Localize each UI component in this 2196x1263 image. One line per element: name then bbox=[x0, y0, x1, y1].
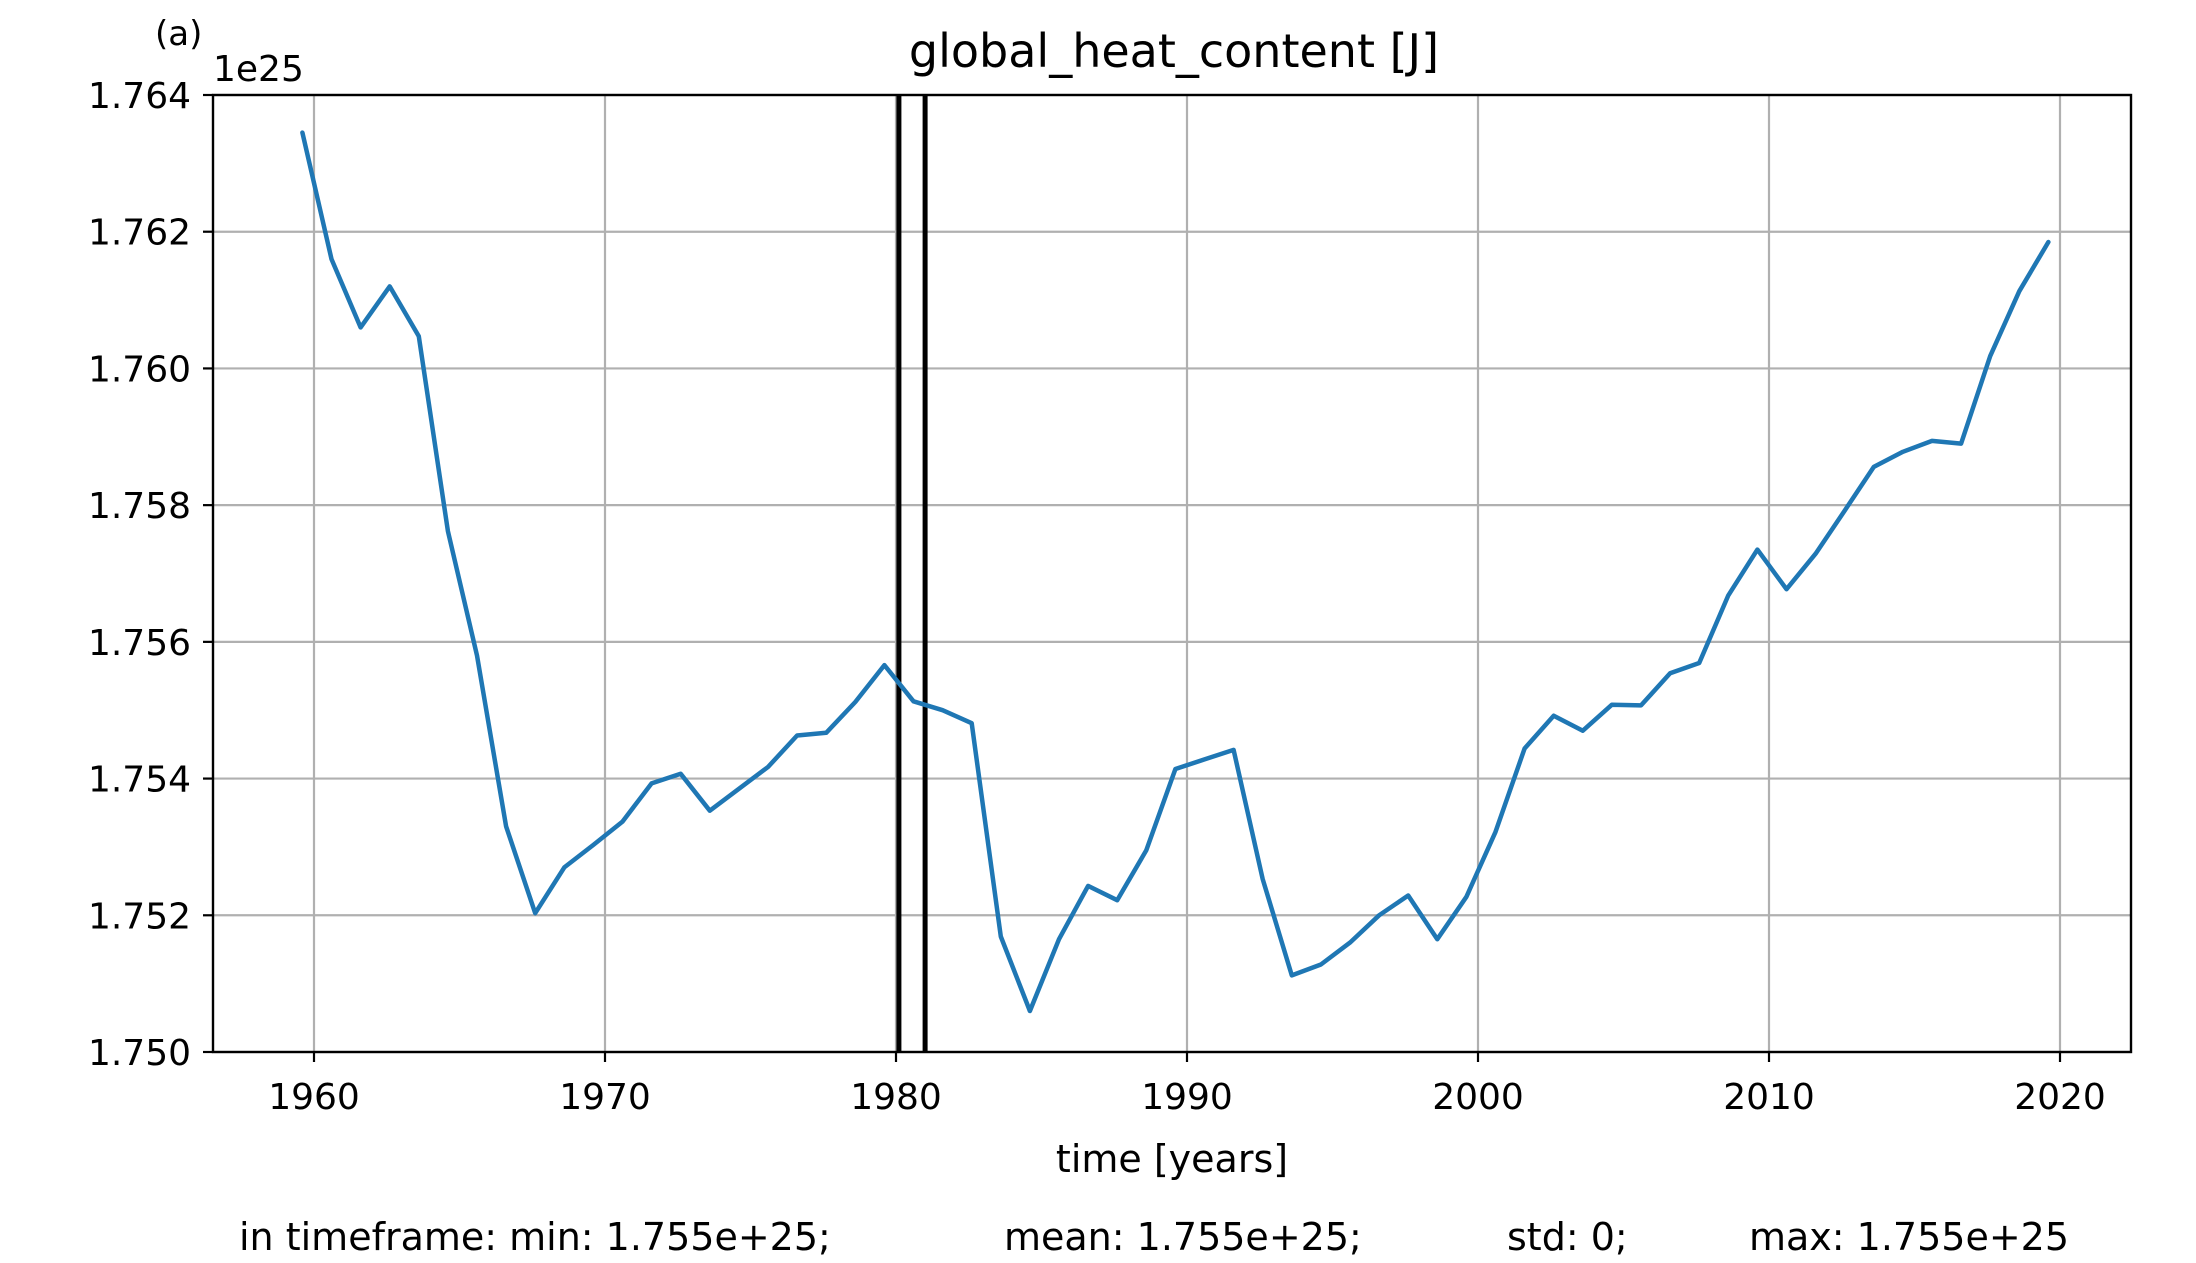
y-tick-label: 1.764 bbox=[88, 76, 191, 117]
y-tick-label: 1.762 bbox=[88, 213, 191, 254]
x-axis-ticks: 1960 1970 1980 1990 2000 2010 2020 bbox=[268, 1052, 2106, 1118]
x-tick-label: 1960 bbox=[268, 1077, 360, 1118]
y-axis-ticks: 1.750 1.752 1.754 1.756 1.758 1.760 1.762 1.764 bbox=[88, 76, 213, 1074]
y-tick-label: 1.754 bbox=[88, 760, 191, 801]
y-tick-label: 1.752 bbox=[88, 896, 191, 937]
x-tick-label: 1990 bbox=[1141, 1077, 1233, 1118]
panel-label: (a) bbox=[155, 14, 202, 54]
stat-mean: mean: 1.755e+25; bbox=[1004, 1215, 1362, 1259]
stat-max: max: 1.755e+25 bbox=[1749, 1215, 2069, 1259]
stat-min: in timeframe: min: 1.755e+25; bbox=[239, 1215, 831, 1259]
grid-lines bbox=[213, 93, 2131, 1054]
vertical-markers bbox=[896, 95, 928, 1052]
y-tick-label: 1.756 bbox=[88, 623, 191, 664]
y-tick-label: 1.758 bbox=[88, 486, 191, 527]
series-line bbox=[300, 130, 2051, 1014]
x-axis-label: time [years] bbox=[1056, 1137, 1288, 1181]
plot-frame bbox=[211, 93, 2133, 1054]
x-tick-label: 2000 bbox=[1432, 1077, 1524, 1118]
series-layer bbox=[300, 130, 2051, 1014]
chart-title: global_heat_content [J] bbox=[909, 24, 1439, 78]
y-tick-label: 1.760 bbox=[88, 349, 191, 390]
x-tick-label: 1970 bbox=[559, 1077, 651, 1118]
x-tick-label: 2020 bbox=[2014, 1077, 2106, 1118]
x-tick-label: 1980 bbox=[850, 1077, 942, 1118]
x-tick-label: 2010 bbox=[1723, 1077, 1815, 1118]
y-tick-label: 1.750 bbox=[88, 1033, 191, 1074]
y-offset-label: 1e25 bbox=[213, 49, 304, 90]
stat-std: std: 0; bbox=[1507, 1215, 1628, 1259]
